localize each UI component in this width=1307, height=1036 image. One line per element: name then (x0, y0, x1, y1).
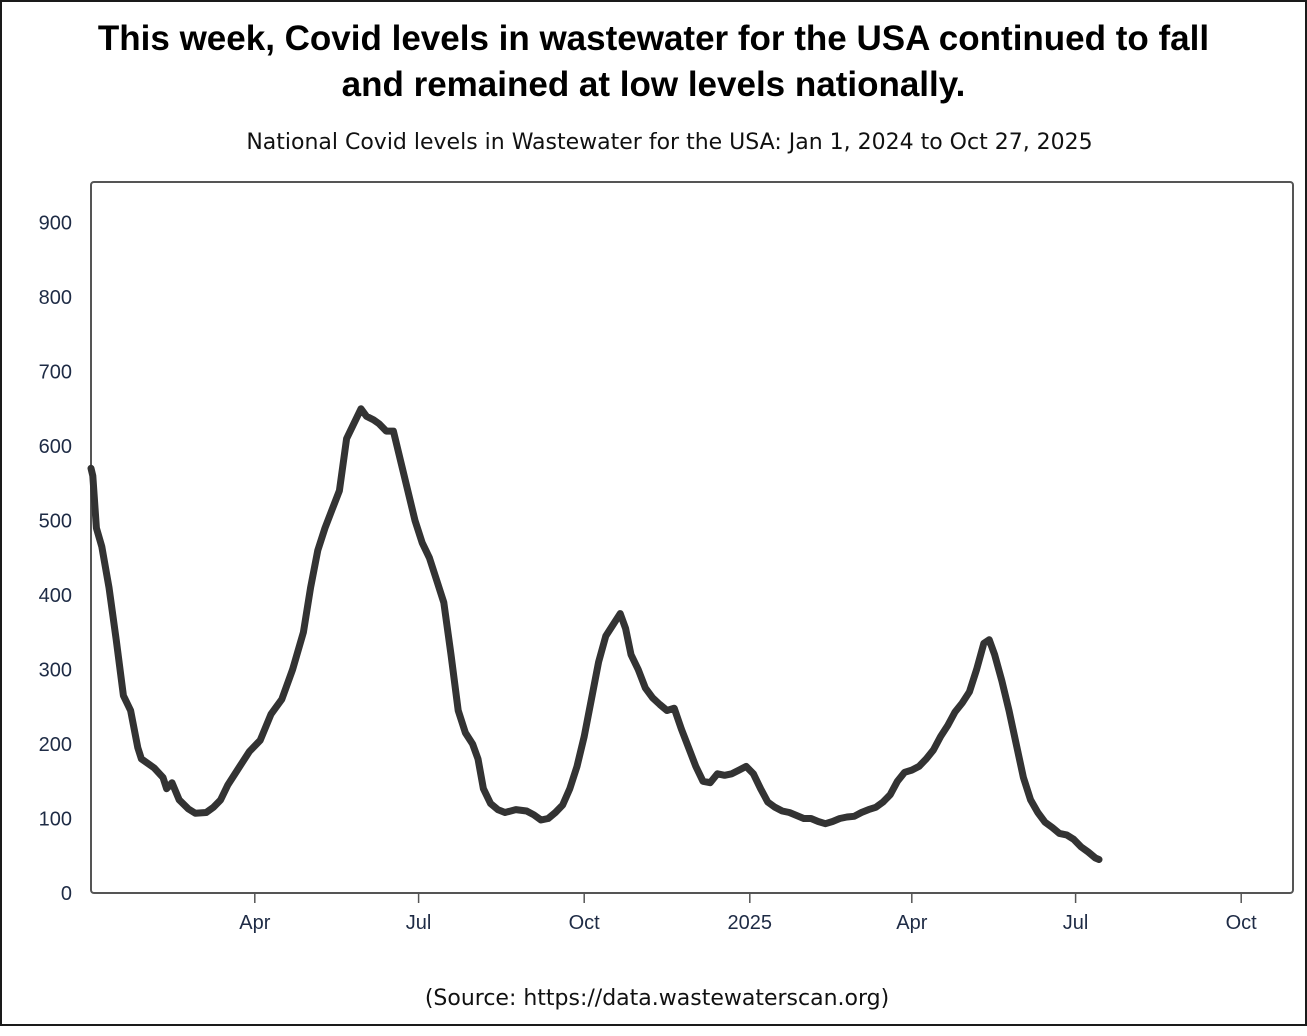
x-axis: Apr Jul Oct 2025 Apr Jul Oct (239, 893, 1257, 934)
y-tick-label-800: 800 (39, 287, 72, 309)
y-tick-label-600: 600 (39, 436, 72, 458)
page-title: This week, Covid levels in wastewater fo… (0, 16, 1307, 108)
source-note: (Source: https://data.wastewaterscan.org… (424, 986, 890, 1011)
title-line-1: This week, Covid levels in wastewater fo… (97, 19, 1210, 58)
x-tick-label-oct-6: Oct (1226, 912, 1258, 934)
x-tick-label-jul-1: Jul (406, 912, 432, 934)
y-tick-label-900: 900 (39, 213, 72, 235)
chart-subtitle: National Covid levels in Wastewater for … (246, 130, 1093, 155)
y-tick-label-400: 400 (39, 585, 72, 607)
x-tick-label-apr-0: Apr (239, 912, 270, 934)
y-tick-label-300: 300 (39, 660, 72, 682)
y-tick-label-500: 500 (39, 511, 72, 533)
x-tick-label-jul-5: Jul (1063, 912, 1089, 934)
y-tick-label-100: 100 (39, 809, 72, 831)
series-line-covid-level (87, 405, 1103, 863)
y-tick-label-0: 0 (61, 883, 72, 905)
y-axis: 0 100 200 300 400 500 600 700 800 900 (39, 213, 72, 906)
y-tick-label-200: 200 (39, 734, 72, 756)
title-line-2: and remained at low levels nationally. (341, 65, 966, 104)
plot-area (90, 181, 1294, 894)
x-tick-label-2025-3: 2025 (728, 912, 773, 934)
y-tick-label-700: 700 (39, 362, 72, 384)
x-tick-label-oct-2: Oct (569, 912, 601, 934)
x-tick-label-apr-4: Apr (896, 912, 927, 934)
